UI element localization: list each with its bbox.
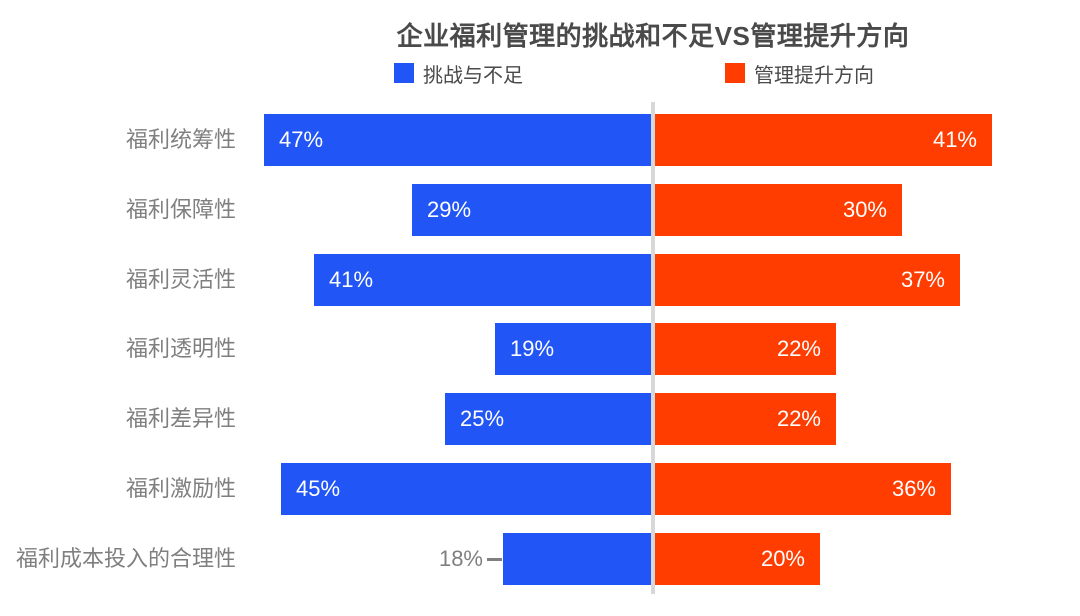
bar-row: 福利透明性 19% 22%	[0, 323, 1080, 375]
bar-value-label: 19%	[510, 336, 555, 361]
bar-challenges: 41%	[314, 254, 651, 306]
category-label: 福利激励性	[125, 476, 236, 501]
bar-value-label: 41%	[329, 267, 374, 292]
legend-swatch-blue	[394, 63, 414, 83]
legend-item-improvements: 管理提升方向	[725, 62, 874, 87]
bar-challenges	[503, 533, 651, 585]
bar-challenges: 29%	[412, 184, 651, 236]
outside-value-label-group: 18%	[439, 533, 502, 585]
bar-value-label: 30%	[842, 197, 887, 222]
leader-line	[487, 557, 502, 561]
bar-value-label: 29%	[427, 197, 472, 222]
bar-value-label: 20%	[760, 546, 805, 571]
category-label: 福利成本投入的合理性	[15, 546, 236, 571]
center-divider-line	[651, 102, 655, 594]
bar-value-label: 22%	[776, 406, 821, 431]
bar-value-label: 45%	[296, 476, 341, 501]
category-label: 福利灵活性	[125, 267, 236, 292]
bar-row: 福利保障性 29% 30%	[0, 184, 1080, 236]
bar-improvements: 41%	[655, 114, 992, 166]
bar-challenges: 47%	[264, 114, 651, 166]
bar-challenges: 45%	[281, 463, 651, 515]
chart-title: 企业福利管理的挑战和不足VS管理提升方向	[396, 21, 910, 51]
bar-improvements: 30%	[655, 184, 902, 236]
bar-improvements: 37%	[655, 254, 960, 306]
bar-challenges: 25%	[445, 393, 651, 445]
bar-value-label: 18%	[438, 546, 483, 571]
bar-row: 福利激励性 45% 36%	[0, 463, 1080, 515]
bar-value-label: 36%	[891, 476, 936, 501]
bar-value-label: 25%	[460, 406, 505, 431]
category-label: 福利保障性	[125, 197, 236, 222]
bar-improvements: 22%	[655, 323, 836, 375]
category-label: 福利透明性	[125, 336, 236, 361]
bar-value-label: 47%	[279, 127, 324, 152]
bar-challenges: 19%	[495, 323, 651, 375]
legend-label-challenges: 挑战与不足	[423, 64, 523, 87]
legend-label-improvements: 管理提升方向	[754, 64, 874, 87]
bar-row: 福利统筹性 47% 41%	[0, 114, 1080, 166]
bar-improvements: 36%	[655, 463, 951, 515]
bar-row: 福利成本投入的合理性 18% 20%	[0, 533, 1080, 585]
bar-value-label: 22%	[776, 336, 821, 361]
legend-swatch-orange	[725, 63, 745, 83]
bar-value-label: 41%	[932, 127, 977, 152]
legend-item-challenges: 挑战与不足	[394, 62, 523, 87]
bar-value-label: 37%	[900, 267, 945, 292]
category-label: 福利差异性	[125, 406, 236, 431]
category-label: 福利统筹性	[125, 127, 236, 152]
bar-improvements: 22%	[655, 393, 836, 445]
bar-row: 福利灵活性 41% 37%	[0, 254, 1080, 306]
bar-row: 福利差异性 25% 22%	[0, 393, 1080, 445]
bar-improvements: 20%	[655, 533, 820, 585]
